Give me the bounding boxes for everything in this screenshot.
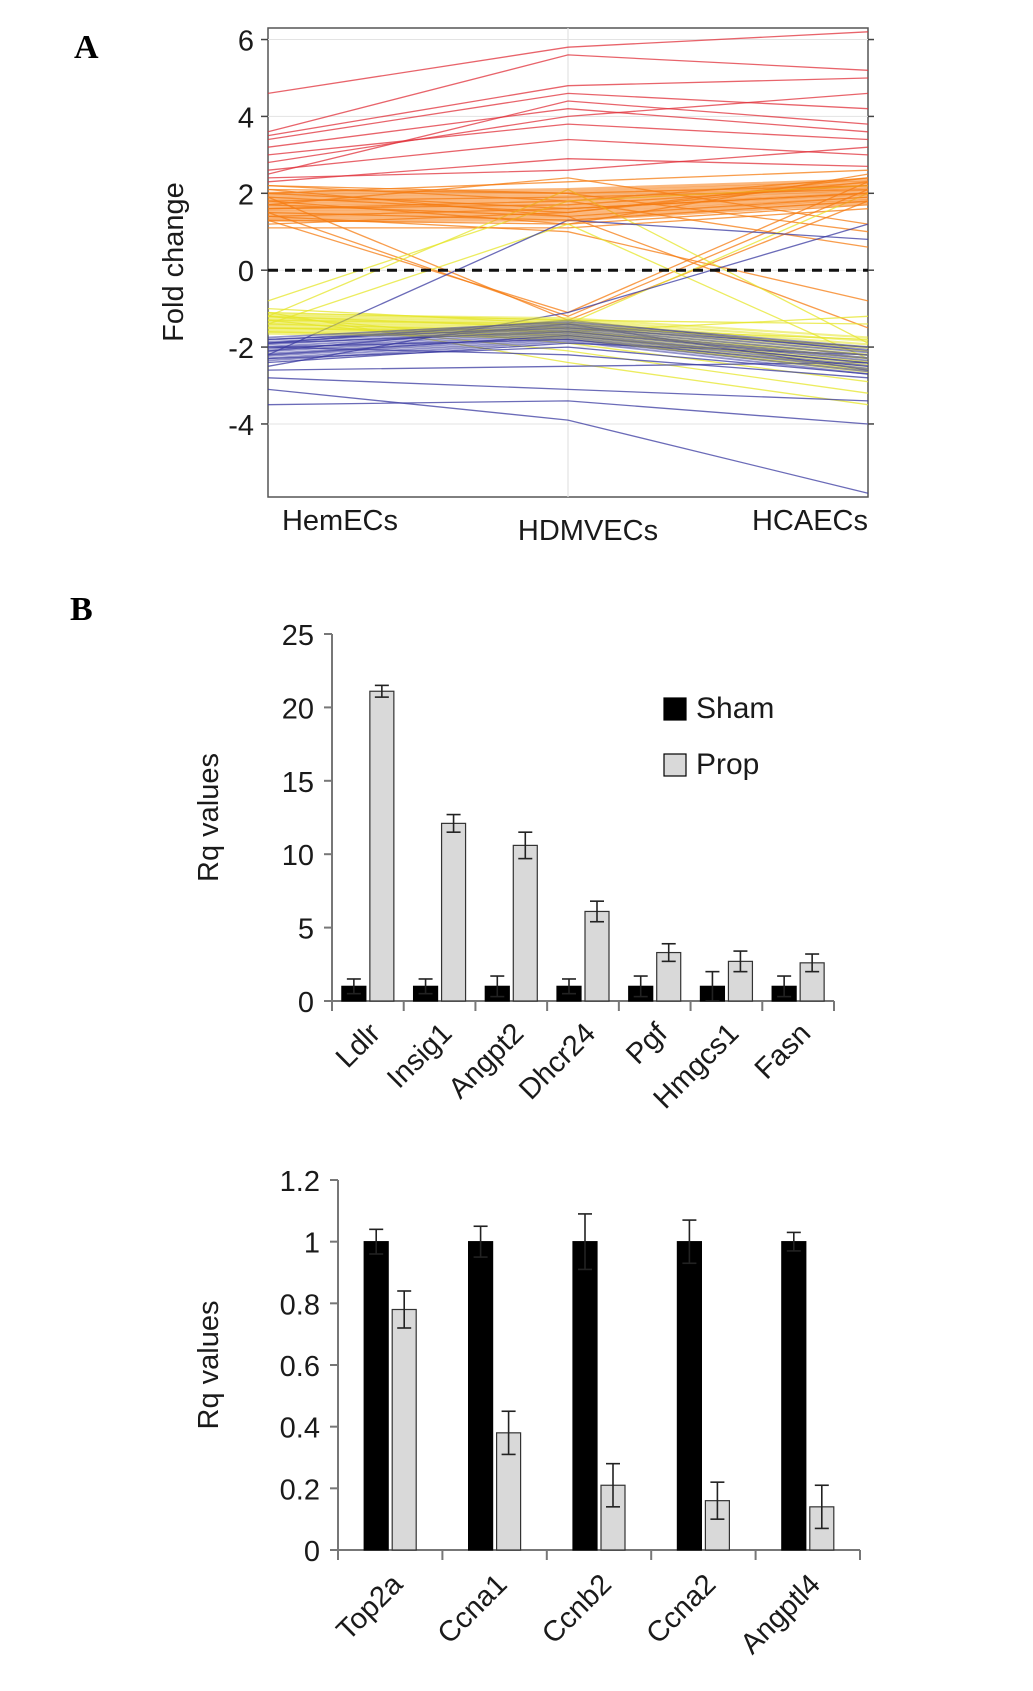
bar-sham <box>781 1241 807 1551</box>
y-tick-label: 25 <box>282 620 314 652</box>
gene-profile-line <box>267 199 869 220</box>
panel-label-a: A <box>74 29 99 66</box>
y-tick-label-a: -2 <box>228 333 254 365</box>
bar-sham <box>468 1241 494 1551</box>
y-tick-label-a: 4 <box>238 102 254 134</box>
x-category-label: Angpt2 <box>443 1017 531 1105</box>
x-category-label: Dhcr24 <box>513 1017 602 1106</box>
gene-profile-line <box>267 123 869 156</box>
y-tick-label: 0 <box>304 1536 320 1568</box>
gene-profile-line <box>268 208 869 229</box>
y-tick-label-a: 0 <box>238 256 254 288</box>
gene-profile-line <box>267 100 869 175</box>
x-category-label-a: HCAECs <box>752 505 868 537</box>
x-category-label-a: HDMVECs <box>518 515 658 547</box>
x-category-label: Ccnb2 <box>536 1568 618 1650</box>
x-category-label: Angptl4 <box>735 1568 827 1660</box>
x-category-label: Ccna1 <box>432 1568 514 1650</box>
x-category-label: Fasn <box>749 1017 817 1085</box>
gene-profile-line <box>267 158 869 183</box>
legend-swatch-sham <box>663 697 687 721</box>
x-category-label-a: HemECs <box>282 505 398 537</box>
gene-profile-line <box>267 223 869 360</box>
legend-label-prop: Prop <box>696 748 759 781</box>
y-tick-label: 1.2 <box>280 1166 320 1198</box>
gene-profile-line <box>267 377 869 402</box>
gene-profile-line <box>267 108 869 148</box>
x-category-label: Ldlr <box>330 1017 387 1074</box>
bar-prop <box>584 910 610 1002</box>
legend-swatch-prop <box>663 753 687 777</box>
gene-profile-line <box>267 388 869 494</box>
gene-profile-line <box>267 189 869 209</box>
gene-profile-line <box>267 332 869 365</box>
gene-profile-line <box>267 321 869 348</box>
x-category-label: Ccna2 <box>640 1568 722 1650</box>
gene-profile-line <box>267 328 869 359</box>
gene-profile-line <box>267 185 869 203</box>
y-tick-label: 0.6 <box>280 1351 320 1383</box>
y-tick-label: 0.2 <box>280 1474 320 1506</box>
bar-prop <box>440 822 467 1002</box>
gene-profile-line <box>267 182 869 201</box>
y-tick-label: 1 <box>304 1228 320 1260</box>
gene-profile-line <box>267 77 869 137</box>
legend-label-sham: Sham <box>696 692 774 725</box>
bar-sham <box>363 1241 389 1551</box>
bar-sham <box>572 1241 598 1551</box>
gene-profile-line <box>267 31 869 95</box>
gene-profile-line <box>267 338 869 373</box>
gene-profile-line <box>267 313 869 339</box>
y-tick-label: 0.4 <box>280 1413 320 1445</box>
y-tick-label: 5 <box>298 914 314 946</box>
gene-profile-line <box>267 315 869 343</box>
gene-profile-line <box>267 187 869 206</box>
gene-profile-line <box>267 325 869 354</box>
gene-profile-line <box>267 336 869 370</box>
gene-profile-line <box>267 196 869 217</box>
y-tick-label-a: 6 <box>238 26 254 58</box>
gene-profile-line <box>267 180 869 198</box>
gene-profile-line <box>267 194 869 214</box>
y-tick-label-a: -4 <box>228 410 254 442</box>
y-axis-title: Rq values <box>193 753 225 882</box>
gene-profile-line <box>267 54 869 133</box>
gene-profile-line <box>267 340 869 375</box>
gene-profile-line <box>267 92 869 164</box>
y-tick-label: 15 <box>282 767 314 799</box>
gene-profile-line <box>268 201 869 222</box>
gene-profile-line <box>267 169 869 194</box>
bar-prop <box>369 690 395 1002</box>
bar-chart-downregulated: 1.2 1 0.8 0.6 0.4 0.2 0 Top2a Ccna1 Ccnb2 Ccna2 Ang… <box>193 1166 861 1661</box>
y-tick-label-a: 2 <box>238 179 254 211</box>
gene-profile-line <box>267 192 869 211</box>
gene-profile-line <box>267 146 869 179</box>
y-tick-label: 10 <box>282 840 314 872</box>
gene-profile-line <box>267 330 869 362</box>
y-tick-label: 0 <box>298 987 314 1019</box>
x-category-label: Top2a <box>331 1568 410 1647</box>
y-axis-title-a: Fold change <box>158 182 190 342</box>
line-chart-fold-change: 6 4 2 0 -2 -4 Fold change HemECs HDMVECs HCAECs <box>158 26 874 547</box>
gene-profile-line <box>267 138 869 171</box>
bar-sham <box>676 1241 703 1551</box>
panel-label-b: B <box>70 591 93 628</box>
gene-profile-line <box>267 334 869 367</box>
gene-profile-line <box>267 178 869 195</box>
gene-profile-line <box>267 92 869 141</box>
gene-profile-line <box>267 326 869 357</box>
bar-prop <box>391 1308 417 1551</box>
y-tick-label: 0.8 <box>280 1289 320 1321</box>
x-category-label: Pgf <box>620 1017 674 1071</box>
gene-profile-line <box>267 400 869 425</box>
gene-profile-line <box>267 323 869 351</box>
y-axis-title: Rq values <box>193 1301 225 1430</box>
y-tick-label: 20 <box>282 693 314 725</box>
bar-prop <box>512 844 538 1002</box>
